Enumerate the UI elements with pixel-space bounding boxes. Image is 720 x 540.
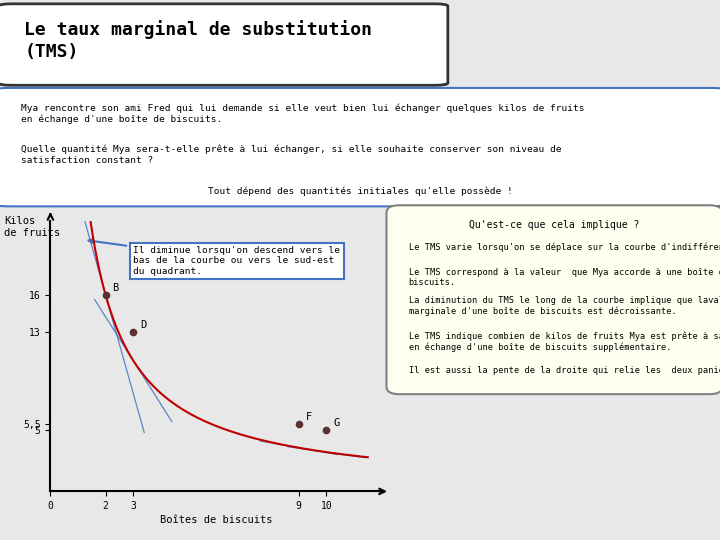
Text: Tout dépend des quantités initiales qu'elle possède !: Tout dépend des quantités initiales qu'e…: [207, 186, 513, 196]
Text: Qu'est-ce que cela implique ?: Qu'est-ce que cela implique ?: [469, 219, 639, 230]
FancyBboxPatch shape: [387, 205, 720, 394]
Text: D: D: [140, 320, 146, 329]
Text: Il est aussi la pente de la droite qui relie les  deux paniers de biens.: Il est aussi la pente de la droite qui r…: [409, 366, 720, 375]
Text: La diminution du TMS le long de la courbe implique que lavaleur
marginale d'une : La diminution du TMS le long de la courb…: [409, 296, 720, 316]
Text: G: G: [333, 418, 340, 428]
Text: Le taux marginal de substitution
(TMS): Le taux marginal de substitution (TMS): [24, 20, 372, 61]
Text: Le TMS correspond à la valeur  que Mya accorde à une boîte de
biscuits.: Le TMS correspond à la valeur que Mya ac…: [409, 268, 720, 287]
Text: Quelle quantité Mya sera-t-elle prête à lui échanger, si elle souhaite conserver: Quelle quantité Mya sera-t-elle prête à …: [22, 145, 562, 165]
FancyBboxPatch shape: [0, 4, 448, 85]
Text: F: F: [306, 411, 312, 422]
Text: Le TMS indique combien de kilos de fruits Mya est prête à sacrifier
en échange d: Le TMS indique combien de kilos de fruit…: [409, 332, 720, 352]
Text: Il diminue lorsqu'on descend vers le
bas de la courbe ou vers le sud-est
du quad: Il diminue lorsqu'on descend vers le bas…: [89, 239, 341, 276]
Text: Le TMS varie lorsqu'on se déplace sur la courbe d'indifférence.: Le TMS varie lorsqu'on se déplace sur la…: [409, 242, 720, 252]
FancyBboxPatch shape: [0, 88, 720, 206]
Text: B: B: [112, 283, 119, 293]
Text: Mya rencontre son ami Fred qui lui demande si elle veut bien lui échanger quelqu: Mya rencontre son ami Fred qui lui deman…: [22, 103, 585, 124]
X-axis label: Boîtes de biscuits: Boîtes de biscuits: [160, 515, 272, 525]
Text: Kilos
de fruits: Kilos de fruits: [4, 216, 60, 238]
